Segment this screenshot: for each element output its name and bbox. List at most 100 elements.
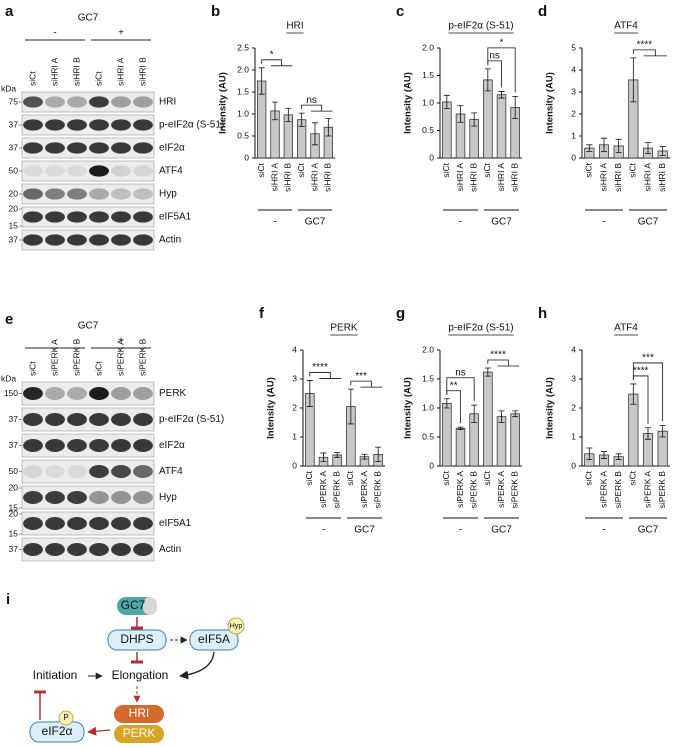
blot-band (133, 96, 153, 108)
y-axis-label: Intensity (AU) (403, 72, 414, 134)
group-label: GC7 (354, 525, 375, 536)
significance-bracket (632, 49, 668, 57)
error-bar (659, 146, 666, 156)
node-box (29, 721, 85, 743)
x-tick-label: siHRI A (309, 163, 319, 192)
marker-label: 37 (9, 544, 19, 554)
lane-label: siHRI A (115, 57, 125, 86)
blot-band (133, 439, 153, 452)
error-bar (320, 452, 327, 463)
lane-label: siCt (27, 71, 37, 86)
blot-band (67, 96, 87, 108)
x-tick-label: siPERK A (359, 471, 369, 508)
error-bar (601, 451, 607, 459)
lane-label: siCt (93, 71, 103, 86)
group-label: GC7 (638, 217, 659, 228)
node-label: eIF5A (198, 632, 230, 646)
panel-letter: i (6, 591, 10, 608)
blot-band (133, 211, 153, 223)
x-tick-label: siPERK A (318, 471, 328, 508)
row-label: ATF4 (159, 166, 183, 177)
x-tick-label: siPERK A (496, 471, 506, 508)
error-bar (484, 68, 491, 92)
lane-label: siCt (93, 361, 103, 376)
blot-band (111, 234, 131, 246)
x-tick-label: siPERK B (331, 471, 341, 509)
y-axis-label: Intensity (AU) (545, 377, 556, 439)
x-tick-label: siHRI A (598, 163, 608, 192)
arrow (87, 726, 111, 736)
blot-band (23, 387, 43, 400)
y-tick-label: 5 (571, 42, 576, 52)
panel-letter: d (538, 3, 547, 20)
marker-label: 75 (9, 96, 19, 106)
error-bar (586, 144, 593, 152)
significance-label: ns (306, 95, 317, 106)
group-label: GC7 (491, 525, 512, 536)
error-bar (512, 410, 519, 418)
bar (483, 79, 493, 159)
y-tick-label: 1 (571, 130, 576, 140)
y-tick-label: 1 (292, 431, 297, 441)
group-label: + (118, 336, 124, 347)
blot-band (89, 517, 109, 530)
node-box (114, 705, 164, 723)
error-bar (484, 367, 491, 377)
blot-band (89, 211, 109, 223)
row-label: p-eIF2α (S-51) (159, 120, 224, 131)
row-label: PERK (159, 388, 187, 399)
row-label: eIF5A1 (159, 518, 192, 529)
unit-label: kDa (1, 83, 16, 93)
error-bar (457, 105, 464, 123)
significance-label: **** (637, 40, 653, 51)
y-tick-label: 2.0 (422, 42, 434, 52)
error-bar (498, 410, 505, 423)
blot-band (89, 439, 109, 452)
blot-band (133, 188, 153, 200)
blot-band (111, 96, 131, 108)
row-label: eIF2α (159, 143, 185, 154)
blot-band (89, 165, 109, 177)
blot-band (89, 491, 109, 504)
x-tick-label: siCt (482, 470, 492, 485)
node-label: Hyp (230, 623, 243, 630)
blot-band (133, 413, 153, 426)
blot-band (67, 543, 87, 556)
blot-band (23, 517, 43, 530)
x-tick-label: siHRI B (468, 163, 478, 192)
x-tick-label: siCt (628, 470, 638, 485)
x-tick-label: siPERK A (642, 471, 652, 508)
blot-band (89, 142, 109, 154)
panel-letter: f (259, 305, 265, 322)
bar (442, 101, 452, 159)
blot-band (111, 165, 131, 177)
y-axis-label: Intensity (AU) (545, 72, 556, 134)
error-bar (457, 426, 464, 430)
y-tick-label: 0.5 (422, 431, 434, 441)
diagram: i GC7 DHPS eIF5A Hyp Initiation Elongati… (6, 591, 245, 743)
x-tick-label: siCt (296, 162, 306, 177)
significance-label: ns (489, 51, 500, 62)
significance-label: * (270, 49, 274, 60)
error-bar (471, 112, 478, 127)
row-label: eIF5A1 (159, 212, 192, 223)
group-label: - (322, 525, 325, 536)
error-bar (272, 101, 278, 121)
marker-label: 50 (9, 466, 19, 476)
group-label: - (459, 217, 462, 228)
blot-band (23, 188, 43, 200)
error-bar (298, 112, 305, 127)
arrow (179, 651, 215, 680)
blot-band (89, 543, 109, 556)
error-bar (334, 452, 341, 458)
x-tick-label: siHRI A (496, 163, 506, 192)
group-label: GC7 (491, 217, 512, 228)
blot-band (89, 234, 109, 246)
significance-bracket (446, 377, 475, 402)
x-tick-label: siPERK B (468, 471, 478, 509)
significance-bracket (632, 362, 664, 422)
significance-bracket (350, 380, 383, 388)
group-label: + (118, 28, 124, 39)
blot-band (111, 119, 131, 131)
